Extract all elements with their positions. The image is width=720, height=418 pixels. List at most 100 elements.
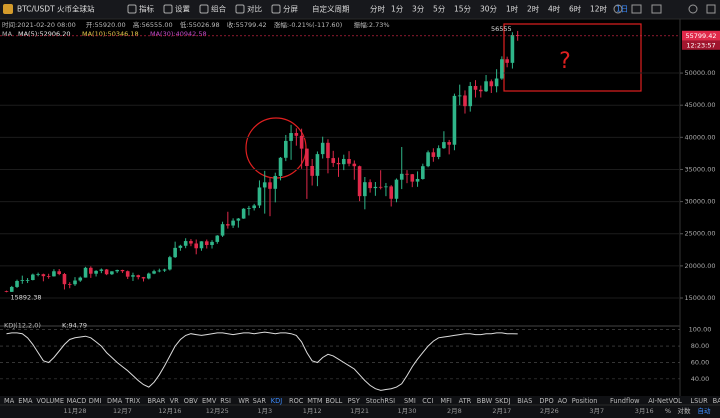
indicator-tab[interactable]: BIAS	[517, 397, 532, 405]
indicator-tab[interactable]: BBW	[477, 397, 493, 405]
indicator-tab[interactable]: ATR	[459, 397, 472, 405]
icon[interactable]	[631, 4, 642, 14]
indicator-tab[interactable]: LSUR	[690, 397, 708, 405]
candle-body	[41, 274, 46, 277]
icon[interactable]	[706, 4, 716, 14]
indicator-tab[interactable]: EMV	[202, 397, 217, 405]
indicator-tab[interactable]: VOLUME	[36, 397, 64, 405]
period-button[interactable]: 3分	[412, 5, 425, 14]
indicator-tab[interactable]: Position	[572, 397, 598, 405]
indicator-tab[interactable]: ROC	[289, 397, 304, 405]
indicator-tab[interactable]: VR	[170, 397, 180, 405]
candle-body	[215, 235, 220, 242]
candle-body	[294, 133, 299, 136]
candle-body	[394, 179, 399, 199]
indicator-tab[interactable]: MA	[4, 397, 15, 405]
indicator-tab[interactable]: BASIS	[713, 397, 720, 405]
toolbar-button[interactable]: 组合	[211, 4, 226, 14]
indicator-tab[interactable]: AO	[558, 397, 568, 405]
indicator-tab[interactable]: SAR	[253, 397, 267, 405]
candle-body	[25, 280, 30, 281]
indicator-tab[interactable]: OBV	[184, 397, 199, 405]
indicator-tab[interactable]: AI-NetVOL	[648, 397, 682, 405]
indicator-tab[interactable]: DPO	[539, 397, 553, 405]
toolbar-button[interactable]: 设置	[175, 4, 190, 14]
candle-body	[173, 247, 177, 258]
candle-body	[410, 174, 415, 182]
symbol[interactable]: BTC/USDT 火币全球站	[17, 4, 95, 14]
indicator-tab[interactable]: SMI	[404, 397, 416, 405]
toolbar-icon	[235, 4, 245, 14]
icon[interactable]	[688, 4, 698, 14]
indicator-tab[interactable]: BOLL	[325, 397, 342, 405]
symbol-icon	[3, 4, 13, 14]
indicator-tab[interactable]: CCI	[422, 397, 433, 405]
candle-body	[62, 274, 67, 285]
candle-body	[463, 95, 467, 107]
period-button[interactable]: 分时	[370, 4, 385, 14]
indicator-tab[interactable]: MACD	[67, 397, 87, 405]
candle-body	[447, 142, 451, 145]
y-tick-label: 35000.00	[684, 165, 715, 173]
scale-button[interactable]: %	[665, 407, 671, 415]
toolbar-button[interactable]: 分屏	[283, 5, 298, 14]
candle-body	[136, 275, 141, 278]
candle-body	[20, 280, 25, 281]
candle-body	[36, 274, 40, 276]
period-button[interactable]: 1日	[616, 5, 628, 14]
period-button[interactable]: 15分	[454, 5, 472, 14]
indicator-tab[interactable]: BRAR	[147, 397, 165, 405]
toolbar-icon	[163, 4, 173, 14]
indicator-tab[interactable]: StochRSI	[366, 397, 395, 405]
period-button[interactable]: 4时	[548, 4, 561, 14]
x-tick-label: 3月7	[589, 407, 604, 415]
indicator-tab[interactable]: DMA	[107, 397, 123, 405]
price-tag-text: 55799.42	[685, 32, 716, 40]
candle-body	[273, 175, 278, 189]
candle-body	[146, 273, 151, 279]
y-tick-label: 60.00	[691, 358, 710, 366]
indicator-tab[interactable]: Fundflow	[610, 397, 640, 405]
scale-button[interactable]: 对数	[678, 406, 692, 415]
candle-body	[194, 243, 199, 249]
period-button[interactable]: 1分	[391, 5, 404, 14]
indicator-tab[interactable]: KDJ	[271, 397, 282, 405]
indicator-tab[interactable]: RSI	[220, 397, 231, 405]
candle-body	[357, 166, 362, 197]
period-button[interactable]: 1时	[506, 4, 519, 14]
indicator-tab[interactable]: WR	[238, 397, 250, 405]
period-button[interactable]: 12时	[590, 4, 608, 14]
candle-body	[500, 59, 504, 79]
candle-body	[515, 35, 520, 36]
candle-body	[110, 271, 114, 275]
period-button[interactable]: 5分	[433, 5, 446, 14]
candle-body	[94, 270, 98, 274]
indicator-tab[interactable]: MFI	[440, 397, 451, 405]
toolbar-button[interactable]: 指标	[139, 4, 154, 14]
icon[interactable]	[651, 4, 662, 14]
toolbar-button[interactable]: 对比	[247, 4, 262, 14]
indicator-tab[interactable]: SKDJ	[495, 397, 511, 405]
custom-period[interactable]: 自定义周期	[312, 4, 350, 14]
scale-button[interactable]: 自动	[698, 406, 712, 415]
x-tick-label: 2月17	[492, 407, 511, 415]
info-text: 收:55799.42	[227, 20, 267, 29]
indicator-tab[interactable]: PSY	[348, 397, 361, 405]
time-tag-text: 12:23:57	[686, 41, 715, 49]
indicator-tab[interactable]: TRIX	[124, 397, 141, 405]
candle-body	[262, 182, 267, 188]
candle-body	[478, 89, 483, 92]
icon[interactable]	[613, 4, 623, 14]
candle-body	[152, 271, 156, 274]
candle-body	[115, 269, 119, 272]
indicator-tab[interactable]: DMI	[89, 397, 102, 405]
indicator-tab[interactable]: MTM	[307, 397, 323, 405]
period-button[interactable]: 2时	[527, 4, 540, 14]
candle-body	[15, 280, 19, 287]
period-button[interactable]: 30分	[480, 5, 498, 14]
indicator-tab[interactable]: EMA	[18, 397, 33, 405]
candle-body	[347, 158, 351, 164]
candle-body	[168, 257, 172, 270]
candle-body	[363, 182, 367, 197]
period-button[interactable]: 6时	[569, 4, 582, 14]
